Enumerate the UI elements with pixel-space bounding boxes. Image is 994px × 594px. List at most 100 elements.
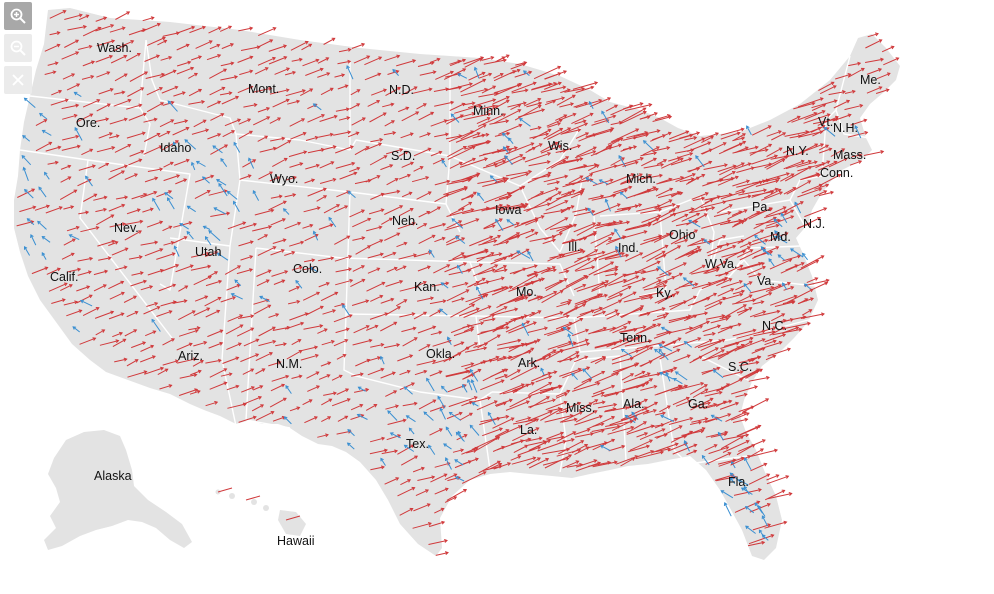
arrow-head	[559, 290, 564, 294]
shift-arrow-rep	[331, 398, 351, 407]
shift-arrow-dem	[587, 208, 594, 216]
arrow-head	[526, 320, 531, 325]
arrow-head	[76, 144, 81, 149]
arrow-head	[415, 111, 420, 115]
arrow-head	[639, 173, 643, 177]
arrow-head	[484, 342, 489, 347]
arrow-head	[652, 323, 657, 328]
shift-arrow-rep	[753, 310, 780, 318]
shift-arrow-rep	[575, 459, 597, 468]
shift-arrow-rep	[433, 88, 449, 92]
arrow-head	[732, 244, 737, 249]
shift-arrow-rep	[240, 255, 253, 261]
shift-arrow-rep	[110, 165, 128, 173]
arrow-head	[466, 378, 471, 383]
shift-arrow-rep	[175, 178, 187, 185]
arrow-head	[567, 301, 572, 306]
arrow-head	[251, 386, 255, 390]
arrow-head	[378, 142, 383, 147]
shift-arrow-dem	[457, 265, 463, 275]
shift-arrow-rep	[209, 382, 227, 390]
shift-arrow-dem	[508, 137, 514, 145]
shift-arrow-rep	[482, 235, 501, 245]
arrow-head	[653, 112, 658, 116]
shift-arrow-dem	[74, 127, 83, 141]
shift-arrow-rep	[604, 407, 628, 413]
arrow-head	[73, 91, 78, 96]
shift-arrow-rep	[452, 282, 468, 288]
arrow-head	[329, 132, 334, 137]
arrow-head	[301, 89, 306, 93]
arrow-head	[408, 427, 413, 432]
arrow-head	[281, 279, 286, 284]
zoom-out-button[interactable]	[4, 34, 32, 62]
arrow-head	[314, 353, 319, 358]
zoom-in-button[interactable]	[4, 2, 32, 30]
arrow-head	[506, 219, 511, 223]
shift-arrow-rep	[481, 105, 496, 110]
shift-arrow-rep	[366, 226, 382, 232]
shift-arrow-rep	[624, 224, 651, 231]
arrow-head	[797, 254, 802, 259]
arrow-head	[561, 96, 566, 101]
arrow-head	[173, 245, 178, 250]
arrow-head	[493, 400, 498, 404]
arrow-head	[95, 307, 100, 311]
shift-arrow-rep	[679, 152, 693, 158]
arrow-head	[754, 145, 759, 150]
arrow-head	[726, 242, 731, 247]
arrow-head	[356, 413, 361, 418]
arrow-head	[255, 353, 260, 357]
arrow-head	[688, 219, 692, 224]
shift-arrow-rep	[606, 144, 622, 150]
arrow-head	[757, 424, 762, 429]
arrow-head	[149, 285, 154, 289]
shift-arrow-rep	[476, 117, 491, 125]
arrow-head	[596, 381, 601, 386]
shift-arrow-dem	[22, 135, 31, 142]
arrow-head	[580, 440, 585, 444]
close-button[interactable]	[4, 66, 32, 94]
shift-arrow-rep	[646, 250, 666, 263]
shift-arrow-rep	[674, 382, 704, 391]
arrow-head	[610, 127, 615, 131]
shift-arrow-rep	[544, 232, 563, 241]
shift-arrow-rep	[126, 53, 141, 62]
arrow-head	[847, 73, 852, 77]
arrow-head	[748, 340, 753, 345]
arrow-head	[74, 126, 79, 131]
arrow-head	[603, 326, 607, 331]
arrow-head	[648, 103, 653, 107]
arrow-head	[195, 160, 200, 165]
arrow-head	[319, 324, 324, 328]
arrow-head	[777, 284, 782, 288]
arrow-head	[623, 326, 628, 330]
arrow-head	[269, 171, 273, 175]
shift-arrow-rep	[318, 133, 333, 138]
arrow-head	[503, 306, 508, 310]
arrow-head	[328, 216, 333, 221]
shift-arrow-rep	[681, 430, 704, 436]
arrow-head	[635, 275, 640, 279]
arrow-head	[653, 151, 658, 156]
shift-arrow-rep	[338, 48, 351, 53]
shift-arrow-rep	[590, 232, 615, 244]
shift-arrow-rep	[99, 340, 119, 346]
shift-arrow-rep	[739, 361, 759, 367]
shift-arrow-rep	[594, 237, 612, 248]
shift-arrow-rep	[399, 382, 415, 391]
shift-arrow-dem	[659, 372, 674, 380]
shift-arrow-rep	[582, 399, 598, 409]
shift-arrow-rep	[575, 301, 587, 307]
shift-arrow-rep	[60, 165, 71, 170]
arrow-head	[470, 208, 475, 212]
arrow-head	[679, 191, 684, 196]
shift-arrow-rep	[752, 301, 764, 305]
shift-arrow-rep	[764, 521, 787, 529]
shift-arrow-rep	[717, 288, 734, 297]
arrow-head	[330, 256, 335, 261]
shift-arrow-rep	[95, 17, 107, 22]
shift-arrow-rep	[418, 399, 436, 410]
